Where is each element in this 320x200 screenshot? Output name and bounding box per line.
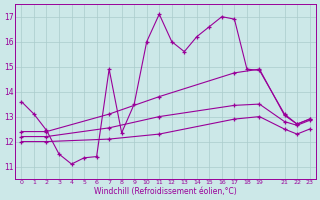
X-axis label: Windchill (Refroidissement éolien,°C): Windchill (Refroidissement éolien,°C) xyxy=(94,187,237,196)
